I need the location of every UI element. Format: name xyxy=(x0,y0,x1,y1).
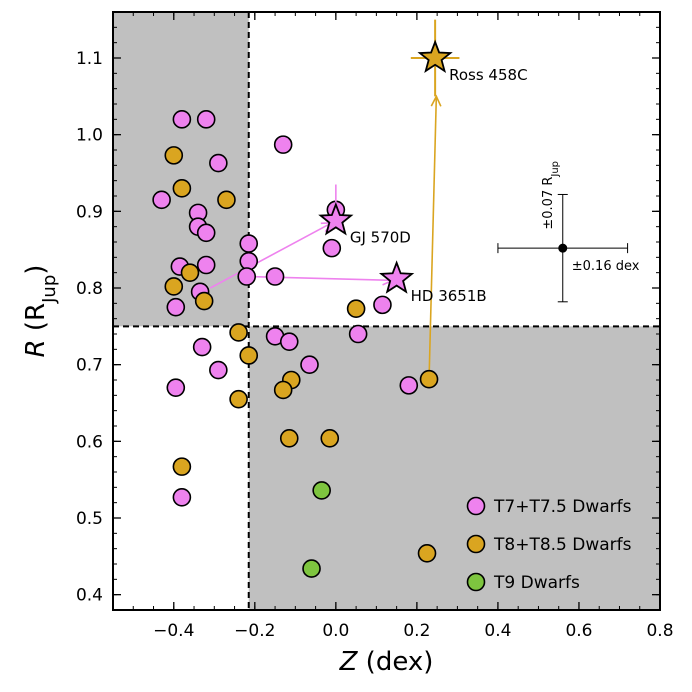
point-t8-11 xyxy=(229,389,248,409)
error-bar-example: ±0.16 dex ±0.07 RJup xyxy=(497,161,640,303)
plot-frame xyxy=(112,11,661,611)
point-t8-8 xyxy=(239,346,259,365)
point-t7-0 xyxy=(172,110,192,129)
y-tick-label: 0.4 xyxy=(76,586,103,606)
point-t8-0 xyxy=(164,146,184,165)
arrow-line-2 xyxy=(428,96,438,381)
point-t8-15 xyxy=(172,457,192,476)
point-t7-11 xyxy=(196,255,216,275)
point-t8-13 xyxy=(279,428,299,448)
y-tick-label: 1.1 xyxy=(76,49,103,69)
x-tick-label: 0.4 xyxy=(484,621,511,641)
legend-marker-t8 xyxy=(466,534,486,554)
x-tick-label: 0.0 xyxy=(322,621,349,641)
point-t8-2 xyxy=(217,190,236,210)
x-axis-label: Z (dex) xyxy=(339,647,434,677)
point-t9-0 xyxy=(312,481,331,500)
error-bar-center xyxy=(558,243,568,253)
point-t7-19 xyxy=(348,324,368,344)
x-tick-label: −0.2 xyxy=(234,621,275,641)
point-t7-9 xyxy=(239,251,259,271)
point-t8-3 xyxy=(180,263,200,282)
y-axis-label-var: R xyxy=(21,339,51,357)
point-t7-26 xyxy=(166,378,186,397)
point-t8-14 xyxy=(320,428,340,448)
axis-ticks: −0.4 −0.2 0.0 0.2 0.4 0.6 0.8 0.4 0.5 0.6 0.7 0.8 0.… xyxy=(76,11,674,641)
star-ross-458c xyxy=(417,39,453,73)
star-label-ross-458c: Ross 458C xyxy=(449,66,527,84)
x-tick-label: −0.4 xyxy=(153,621,194,641)
x-tick-label: 0.6 xyxy=(565,621,592,641)
x-tick-label: 0.8 xyxy=(646,621,673,641)
point-t8-1 xyxy=(172,179,192,198)
point-t8-7 xyxy=(229,323,248,342)
divider-lines xyxy=(113,12,660,610)
point-t8-10 xyxy=(273,380,293,400)
legend-label-t7: T7+T7.5 Dwarfs xyxy=(493,497,632,517)
point-t8-16 xyxy=(417,543,437,563)
point-t7-22 xyxy=(192,337,212,357)
point-t7-4 xyxy=(152,190,171,210)
error-bar-y-label: ±0.07 RJup xyxy=(541,161,561,230)
point-t7-7 xyxy=(196,223,216,243)
point-t7-24 xyxy=(209,360,228,380)
legend-label-t8: T8+T8.5 Dwarfs xyxy=(493,535,632,555)
point-t7-25 xyxy=(399,376,419,395)
point-t7-12 xyxy=(237,267,257,286)
point-t8-4 xyxy=(164,277,184,296)
y-tick-label: 0.6 xyxy=(76,432,103,452)
point-t8-5 xyxy=(194,291,214,311)
y-tick-label: 0.8 xyxy=(76,279,103,299)
y-tick-label: 0.9 xyxy=(76,202,103,222)
point-t7-13 xyxy=(265,267,285,286)
error-bar-y-label-main: ±0.07 R xyxy=(541,177,556,230)
x-axis-label-var: Z xyxy=(339,647,359,677)
legend-marker-t7 xyxy=(466,496,486,516)
point-t7-1 xyxy=(196,110,216,129)
y-tick-label: 0.5 xyxy=(76,509,103,529)
point-t7-15 xyxy=(166,297,186,317)
point-t7-3 xyxy=(209,153,228,173)
y-axis-label-unit-close: ) xyxy=(21,265,51,275)
legend-marker-t9 xyxy=(466,572,486,592)
point-t7-23 xyxy=(300,355,319,374)
data-points xyxy=(152,110,439,578)
arrow-head-2 xyxy=(430,94,442,107)
point-t7-2 xyxy=(273,135,293,154)
y-tick-label: 1.0 xyxy=(76,126,103,146)
x-axis-label-unit: (dex) xyxy=(357,647,433,677)
point-t7-18 xyxy=(373,295,392,315)
point-t7-27 xyxy=(172,487,192,507)
error-bar-y-label-sub: Jup xyxy=(549,161,560,178)
x-tick-label: 0.2 xyxy=(403,621,430,641)
legend-label-t9: T9 Dwarfs xyxy=(493,573,580,593)
star-label-hd-3651b: HD 3651B xyxy=(411,287,487,305)
error-bar-x-label: ±0.16 dex xyxy=(572,259,640,274)
legend: T7+T7.5 Dwarfs T8+T8.5 Dwarfs T9 Dwarfs xyxy=(466,496,632,593)
star-hd-3651b xyxy=(379,260,415,294)
point-t8-12 xyxy=(419,369,439,389)
y-axis-label: R (RJup) xyxy=(21,265,60,358)
y-axis-label-unit-open: (R xyxy=(21,303,51,339)
star-label-gj-570d: GJ 570D xyxy=(350,229,411,247)
star-gj-570d xyxy=(318,202,354,236)
point-t9-1 xyxy=(302,559,321,578)
point-t7-8 xyxy=(239,234,259,253)
point-t7-17 xyxy=(322,238,342,258)
point-t7-21 xyxy=(279,332,299,351)
y-tick-label: 0.7 xyxy=(76,356,103,376)
point-t8-6 xyxy=(346,299,366,319)
y-axis-label-unit-sub: Jup xyxy=(39,275,60,304)
arrow-line-0 xyxy=(209,222,333,289)
star-markers: GJ 570D HD 3651B Ross 458C xyxy=(318,19,528,305)
